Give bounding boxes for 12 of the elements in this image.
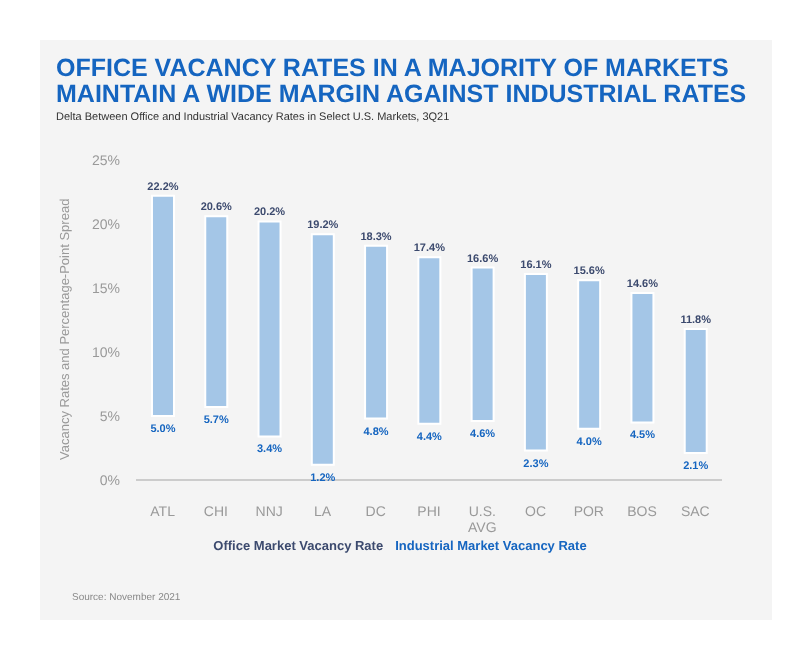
bar — [204, 215, 229, 409]
bar — [310, 233, 335, 466]
bar — [630, 292, 655, 424]
bar — [523, 272, 548, 452]
bar — [257, 220, 282, 438]
bar — [470, 266, 495, 423]
chart-title: OFFICE VACANCY RATES IN A MAJORITY OF MARKETS MAINTAIN A WIDE MARGIN AGAINST INDUSTRIAL RATES — [56, 54, 749, 108]
bar — [417, 256, 442, 425]
bar — [364, 244, 389, 420]
bar — [577, 279, 602, 430]
bar — [150, 194, 175, 417]
bar — [683, 327, 708, 455]
